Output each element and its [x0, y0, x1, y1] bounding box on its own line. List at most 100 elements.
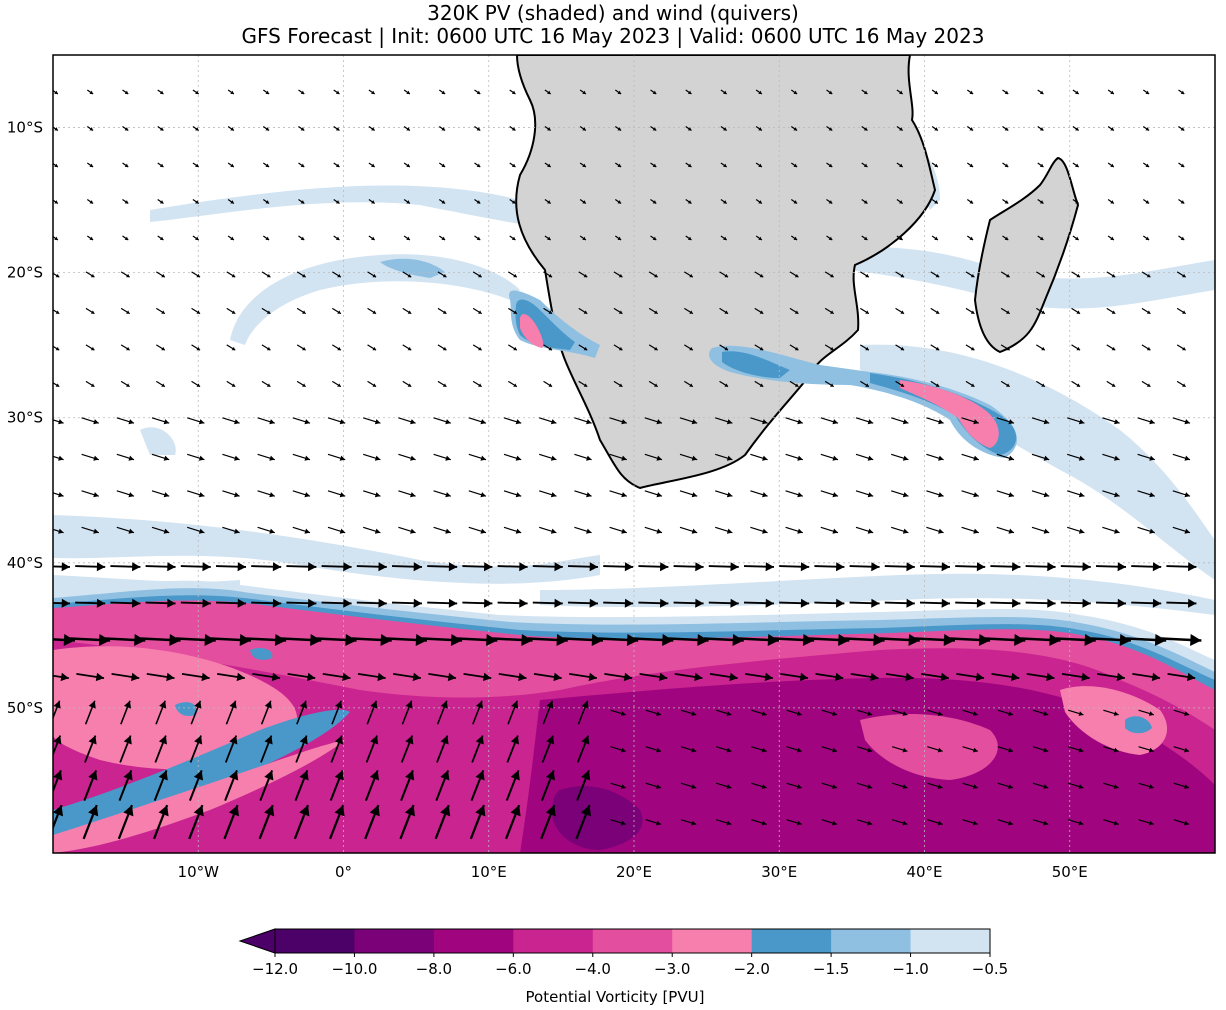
wind-arrow-head	[93, 455, 99, 461]
wind-arrow-head	[972, 711, 978, 716]
wind-arrow-head	[380, 633, 392, 646]
wind-arrow-head	[511, 200, 516, 204]
colorbar-tick-label: −12.0	[252, 960, 298, 978]
wind-arrow-head	[339, 492, 346, 498]
wind-arrow-head	[652, 200, 657, 204]
wind-arrow-head	[900, 310, 905, 314]
wind-arrow-head	[63, 633, 75, 646]
wind-arrow-head	[335, 163, 340, 167]
wind-arrow-head	[548, 383, 553, 387]
wind-arrow-head	[334, 770, 344, 781]
wind-arrow-head	[1012, 562, 1021, 572]
wind-arrow-head	[231, 383, 236, 387]
wind-arrow-head	[554, 598, 563, 608]
wind-arrow-head	[1146, 346, 1151, 351]
wind-arrow-head	[193, 770, 204, 781]
wind-arrow-head	[618, 273, 623, 278]
wind-arrow-head	[1151, 672, 1161, 682]
wind-arrow-head	[374, 419, 381, 425]
wind-arrow-head	[588, 672, 597, 682]
wind-arrow-head	[124, 163, 129, 167]
wind-arrow-head	[272, 562, 282, 572]
wind-arrow-head	[1184, 419, 1190, 425]
wind-arrow-head	[934, 127, 938, 131]
wind-arrow-head	[767, 633, 779, 646]
wind-arrow-head	[1075, 163, 1079, 167]
colorbar-segment	[831, 929, 912, 953]
wind-arrow-head	[53, 770, 63, 781]
wind-arrow-head	[1041, 310, 1045, 314]
wind-arrow-head	[1008, 528, 1014, 534]
wind-arrow-head	[304, 455, 310, 461]
wind-arrow-head	[906, 598, 915, 608]
wind-arrow-head	[654, 383, 658, 387]
wind-arrow-head	[1039, 127, 1044, 131]
wind-arrow-head	[519, 598, 528, 608]
wind-arrow-head	[128, 528, 134, 534]
wind-arrow-head	[546, 735, 555, 745]
wind-arrow-head	[1049, 633, 1061, 646]
wind-arrow-head	[1116, 672, 1125, 682]
wind-arrow-head	[1047, 598, 1056, 608]
wind-arrow-head	[724, 310, 729, 314]
wind-arrow-head	[1041, 383, 1045, 387]
colorbar-segment	[910, 929, 991, 953]
wind-arrow-head	[800, 562, 810, 572]
wind-arrow-head	[620, 784, 626, 789]
colorbar-tick-label: −8.0	[416, 960, 452, 978]
wind-arrow-head	[1111, 346, 1116, 351]
wind-arrow-head	[656, 820, 662, 826]
wind-arrow-head	[1075, 90, 1079, 94]
wind-arrow-head	[691, 747, 697, 753]
wind-arrow-head	[618, 383, 623, 387]
wind-arrow-head	[307, 672, 316, 682]
wind-arrow-head	[405, 770, 415, 781]
wind-arrow-head	[234, 455, 240, 461]
wind-arrow-head	[128, 492, 134, 498]
wind-arrow-head	[656, 419, 662, 425]
wind-arrow-head	[266, 273, 271, 278]
wind-arrow-head	[510, 735, 519, 745]
wind-arrow-head	[310, 633, 322, 646]
wind-arrow-head	[623, 672, 633, 682]
wind-arrow-head	[621, 419, 627, 425]
wind-arrow-head	[158, 770, 168, 781]
wind-arrow-head	[169, 633, 181, 646]
wind-arrow-head	[486, 633, 498, 646]
wind-arrow-head	[1046, 672, 1055, 682]
wind-arrow-head	[867, 747, 873, 753]
wind-arrow-head	[1182, 346, 1186, 351]
wind-arrow-head	[478, 383, 482, 387]
wind-arrow-head	[1082, 562, 1091, 572]
wind-arrow-head	[407, 346, 412, 351]
wind-arrow-head	[723, 236, 727, 240]
wind-arrow-head	[553, 672, 562, 682]
wind-arrow-head	[1184, 455, 1190, 461]
wind-arrow-head	[934, 163, 938, 167]
wind-arrow-head	[548, 346, 553, 351]
wind-arrow-head	[621, 455, 627, 461]
wind-arrow-head	[343, 562, 352, 572]
wind-arrow-head	[724, 273, 729, 278]
wind-arrow-head	[196, 383, 201, 387]
wind-arrow-head	[793, 200, 798, 204]
wind-arrow-head	[407, 383, 412, 387]
wind-arrow-head	[975, 672, 985, 682]
wind-arrow-head	[1008, 747, 1014, 753]
wind-arrow-head	[758, 90, 762, 94]
wind-arrow-head	[369, 805, 380, 817]
wind-arrow-head	[299, 700, 307, 709]
wind-arrow-head	[794, 310, 799, 314]
wind-arrow-head	[447, 672, 457, 682]
wind-arrow-head	[1154, 633, 1167, 646]
wind-arrow-head	[234, 528, 240, 534]
wind-arrow-head	[906, 562, 915, 572]
wind-arrow-head	[1012, 598, 1021, 608]
wind-arrow-head	[406, 236, 410, 240]
wind-arrow-head	[483, 672, 492, 682]
wind-arrow-head	[1006, 346, 1010, 351]
wind-arrow-head	[797, 492, 803, 498]
colorbar-tick-label: −0.5	[972, 960, 1008, 978]
wind-arrow-head	[124, 200, 129, 204]
wind-arrow-head	[583, 346, 588, 351]
